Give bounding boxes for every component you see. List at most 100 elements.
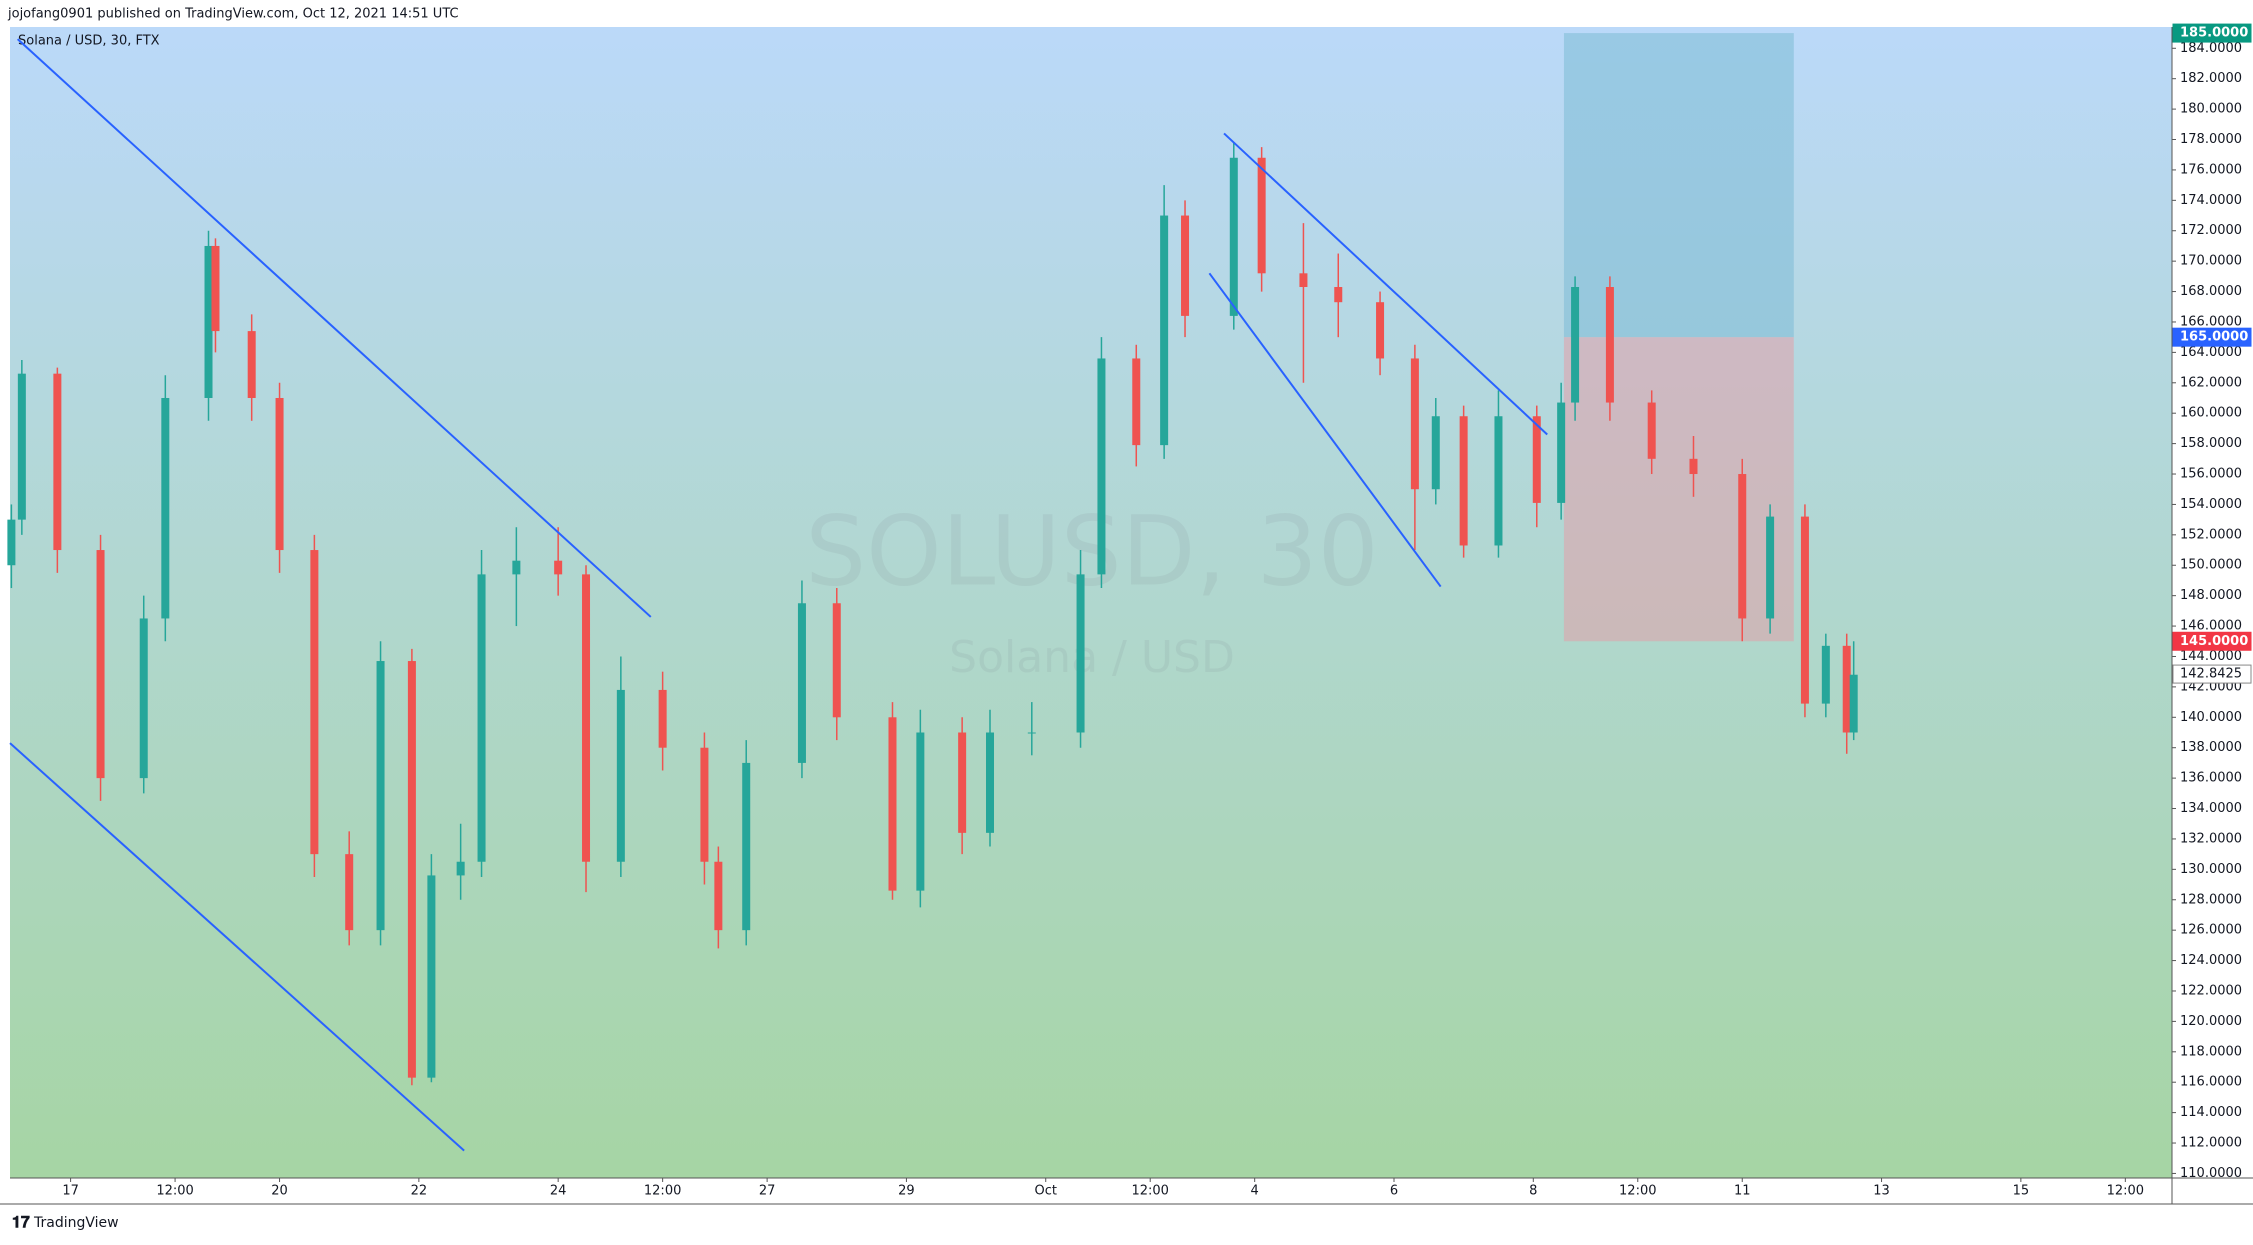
candle-body	[1097, 358, 1106, 575]
y-tick-label: 132.0000	[2180, 831, 2242, 846]
price-badge	[2172, 23, 2252, 43]
y-tick-label: 140.0000	[2180, 710, 2242, 725]
x-tick-label: 22	[411, 1184, 428, 1199]
x-tick-label: 12:00	[1619, 1184, 1656, 1199]
logo: 𝟏𝟕	[12, 1213, 30, 1232]
x-tick-label: 12:00	[644, 1184, 681, 1199]
candle-body	[1132, 358, 1141, 446]
candle-body	[96, 550, 105, 779]
y-tick-label: 166.0000	[2180, 314, 2242, 329]
x-tick-label: 12:00	[2107, 1184, 2144, 1199]
y-tick-label: 130.0000	[2180, 862, 2242, 877]
y-tick-label: 118.0000	[2180, 1044, 2242, 1059]
candle-body	[1605, 287, 1614, 403]
candle-body	[1532, 416, 1541, 503]
x-tick-label: 17	[62, 1184, 79, 1199]
candle-body	[1738, 474, 1747, 619]
y-tick-label: 138.0000	[2180, 740, 2242, 755]
y-tick-label: 146.0000	[2180, 619, 2242, 634]
candle-body	[1334, 287, 1343, 303]
candle-body	[7, 519, 16, 566]
candle-body	[1376, 302, 1385, 359]
candle-body	[1431, 416, 1440, 490]
candle-body	[616, 689, 625, 862]
x-tick-label: 24	[550, 1184, 567, 1199]
candle-body	[53, 373, 62, 551]
price-badge-label: 165.0000	[2180, 330, 2248, 345]
candle-body	[1181, 215, 1190, 316]
x-tick-label: 15	[2013, 1184, 2030, 1199]
candle-body	[427, 875, 436, 1078]
y-tick-label: 174.0000	[2180, 193, 2242, 208]
y-tick-label: 178.0000	[2180, 132, 2242, 147]
y-tick-label: 164.0000	[2180, 345, 2242, 360]
y-tick-label: 126.0000	[2180, 923, 2242, 938]
marks: 110.0000 112.0000 114.0000 116.0000 118.0000…	[7, 23, 2252, 1199]
y-tick-label: 124.0000	[2180, 953, 2242, 968]
candle-body	[161, 397, 170, 619]
price-badge-label: 185.0000	[2180, 26, 2248, 41]
candle-body	[1027, 732, 1036, 734]
candle-body	[376, 661, 385, 931]
y-tick-label: 136.0000	[2180, 771, 2242, 786]
y-tick-label: 182.0000	[2180, 71, 2242, 86]
y-tick-label: 154.0000	[2180, 497, 2242, 512]
trend-line	[16, 38, 652, 618]
x-tick-label: 27	[759, 1184, 776, 1199]
candle-body	[1299, 273, 1308, 288]
y-tick-label: 180.0000	[2180, 102, 2242, 117]
x-tick-label: 20	[271, 1184, 288, 1199]
watermark-sub: Solana / USD	[949, 632, 1235, 683]
y-tick-label: 114.0000	[2180, 1105, 2242, 1120]
candle-body	[17, 373, 26, 520]
y-tick-label: 134.0000	[2180, 801, 2242, 816]
candle-body	[832, 603, 841, 718]
candle-body	[477, 574, 486, 862]
y-tick-label: 156.0000	[2180, 467, 2242, 482]
candle-body	[554, 560, 563, 575]
x-tick-label: 13	[1873, 1184, 1890, 1199]
x-tick-label: 11	[1734, 1184, 1751, 1199]
candle-body	[275, 397, 284, 551]
y-tick-label: 128.0000	[2180, 892, 2242, 907]
candle-body	[204, 245, 213, 398]
candle-body	[1800, 516, 1809, 704]
candle-body	[1647, 402, 1656, 459]
trend-line	[1208, 272, 1442, 588]
y-tick-label: 120.0000	[2180, 1014, 2242, 1029]
y-tick-label: 170.0000	[2180, 254, 2242, 269]
candle-body	[1076, 574, 1085, 733]
footer-brand: TradingView	[33, 1215, 119, 1231]
watermark: SOLUSD, 30	[805, 495, 1379, 607]
header: jojofang0901 published on TradingView.co…	[7, 7, 459, 22]
candle-body	[345, 854, 354, 931]
candle-body	[986, 732, 995, 833]
candle-body	[714, 861, 723, 931]
candle-body	[512, 560, 521, 575]
price-badge	[2172, 327, 2252, 347]
y-tick-label: 162.0000	[2180, 375, 2242, 390]
x-tick-label: Oct	[1034, 1184, 1056, 1199]
x-tick-label: 8	[1529, 1184, 1537, 1199]
y-tick-label: 158.0000	[2180, 436, 2242, 451]
candle-body	[1842, 645, 1851, 733]
candle-body	[1229, 157, 1238, 316]
x-tick-label: 12:00	[1131, 1184, 1168, 1199]
trend-line	[9, 742, 465, 1152]
x-tick-label: 4	[1251, 1184, 1259, 1199]
candle-body	[1410, 358, 1419, 490]
candle-body	[582, 574, 591, 862]
y-tick-label: 168.0000	[2180, 284, 2242, 299]
candle-body	[139, 618, 148, 779]
y-tick-label: 144.0000	[2180, 649, 2242, 664]
candle-body	[247, 331, 256, 398]
price-badge-label: 145.0000	[2180, 634, 2248, 649]
candle-body	[1689, 458, 1698, 475]
y-tick-label: 112.0000	[2180, 1136, 2242, 1151]
y-tick-label: 176.0000	[2180, 162, 2242, 177]
candle-body	[407, 661, 416, 1078]
candle-body	[1821, 645, 1830, 704]
y-tick-label: 152.0000	[2180, 527, 2242, 542]
y-tick-label: 150.0000	[2180, 558, 2242, 573]
